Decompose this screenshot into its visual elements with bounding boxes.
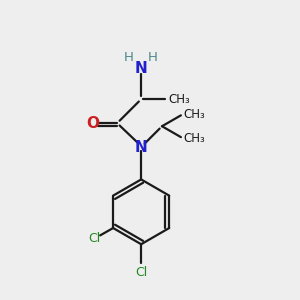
Text: H: H: [124, 51, 134, 64]
Text: H: H: [147, 51, 157, 64]
Text: CH₃: CH₃: [169, 93, 190, 106]
Text: O: O: [87, 116, 100, 130]
Text: N: N: [135, 140, 148, 154]
Text: N: N: [135, 61, 148, 76]
Text: Cl: Cl: [135, 266, 147, 279]
Text: CH₃: CH₃: [184, 131, 206, 145]
Text: Cl: Cl: [89, 232, 101, 245]
Text: CH₃: CH₃: [184, 108, 206, 121]
